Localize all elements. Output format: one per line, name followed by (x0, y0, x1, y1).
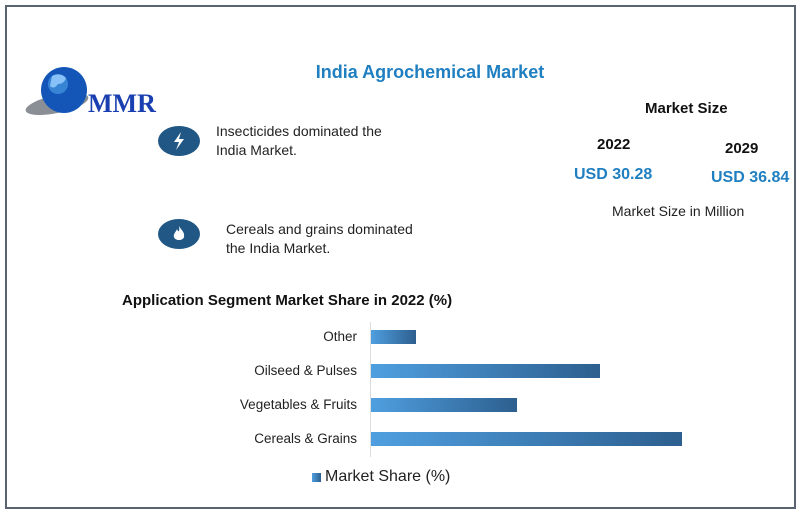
category-label: Oilseed & Pulses (254, 363, 357, 378)
year-2029: 2029 (725, 140, 759, 157)
highlight-text: the India Market. (226, 240, 331, 256)
bar-other (371, 330, 417, 344)
legend-swatch (312, 472, 321, 482)
bar-oilseed-pulses (371, 364, 601, 378)
category-axis (370, 322, 371, 457)
legend-label: Market Share (%) (325, 468, 451, 485)
infographic-frame (5, 5, 796, 509)
value-2022: USD 30.28 (574, 166, 653, 183)
svg-text:MMR: MMR (88, 89, 156, 118)
bar-vegetables-fruits (371, 398, 518, 412)
page-title: India Agrochemical Market (315, 62, 545, 82)
flame-icon (158, 219, 200, 249)
value-2029: USD 36.84 (711, 169, 790, 186)
market-size-title: Market Size (645, 100, 728, 117)
category-label: Other (323, 329, 357, 344)
highlight-text: Insecticides dominated the (216, 123, 382, 139)
highlight-insecticides: Insecticides dominated the India Market. (216, 122, 382, 160)
year-2022: 2022 (597, 136, 631, 153)
category-label: Vegetables & Fruits (239, 397, 357, 412)
highlight-text: Cereals and grains dominated (226, 221, 413, 237)
mmr-logo: MMR (22, 60, 172, 122)
chart-title: Application Segment Market Share in 2022… (122, 292, 453, 309)
chart-legend: Market Share (%) (312, 468, 450, 486)
category-label: Cereals & Grains (254, 431, 357, 446)
bar-cereals-grains (371, 432, 682, 446)
market-size-unit: Market Size in Million (612, 203, 745, 219)
lightning-icon (158, 126, 200, 156)
highlight-text: India Market. (216, 142, 297, 158)
highlight-cereals: Cereals and grains dominated the India M… (226, 220, 413, 258)
